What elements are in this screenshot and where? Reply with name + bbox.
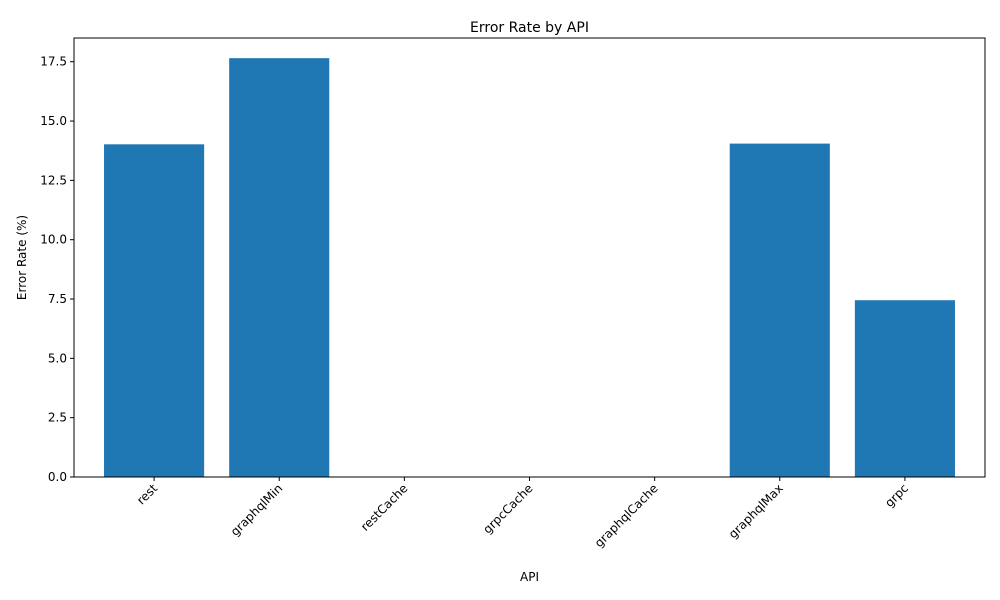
bars-group <box>104 58 955 478</box>
x-tick-label-graphqlCache: graphqlCache <box>592 481 661 550</box>
x-tick-label-graphqlMax: graphqlMax <box>726 481 786 541</box>
bar-grpc <box>854 300 955 477</box>
y-tick-label: 12.5 <box>40 173 67 187</box>
x-tick-label-grpcCache: grpcCache <box>480 481 535 536</box>
y-axis-title: Error Rate (%) <box>15 215 29 300</box>
x-tick-label-restCache: restCache <box>358 481 411 534</box>
y-tick-label: 2.5 <box>48 411 67 425</box>
bar-graphqlMin <box>229 58 330 478</box>
y-tick-label: 7.5 <box>48 292 67 306</box>
y-tick-label: 5.0 <box>48 351 67 365</box>
y-axis: 0.0 2.5 5.0 7.5 10.0 12.5 15.0 17.5 <box>40 55 74 484</box>
bar-rest <box>104 144 205 477</box>
y-tick-label: 0.0 <box>48 470 67 484</box>
x-axis: rest graphqlMin restCache grpcCache graphqlC… <box>134 477 911 550</box>
plot-frame <box>73 37 986 478</box>
y-tick-label: 15.0 <box>40 114 67 128</box>
bar-graphqlMax <box>729 143 830 477</box>
y-tick-label: 10.0 <box>40 233 67 247</box>
x-tick-label-graphqlMin: graphqlMin <box>228 481 286 539</box>
y-tick-label: 17.5 <box>40 55 67 69</box>
x-axis-title: API <box>520 570 539 584</box>
chart-title: Error Rate by API <box>470 20 589 36</box>
x-tick-label-grpc: grpc <box>882 481 911 510</box>
x-tick-label-rest: rest <box>134 481 160 507</box>
